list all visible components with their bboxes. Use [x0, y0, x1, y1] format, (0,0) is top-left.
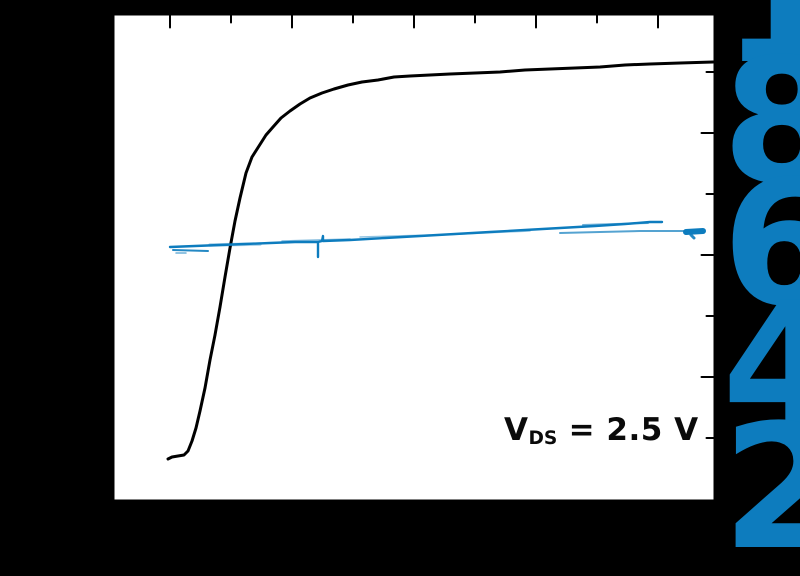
right-axis-tick-label: 8 [722, 20, 800, 222]
curve-series [166, 60, 715, 461]
vds-annotation-symbol: V [504, 412, 529, 448]
right-axis-tick-label: 6 [722, 142, 800, 344]
vds-annotation: VDS = 2.5 V [504, 412, 699, 450]
right-axis-ticks [700, 71, 715, 439]
right-axis-tick-label: 4 [722, 264, 800, 466]
transfer-curve-black [166, 60, 715, 461]
vds-annotation-value: = 2.5 V [557, 412, 699, 448]
right-axis-tick-label: 10 [722, 0, 800, 102]
vds-annotation-subscript: DS [528, 428, 558, 450]
plot-area [112, 13, 716, 502]
flat-noisy-curve-blue-lower-branch [559, 229, 705, 234]
flat-noisy-curve-blue [168, 220, 664, 259]
top-axis-ticks [169, 14, 659, 29]
right-axis-tick-label: 2 [722, 386, 800, 576]
